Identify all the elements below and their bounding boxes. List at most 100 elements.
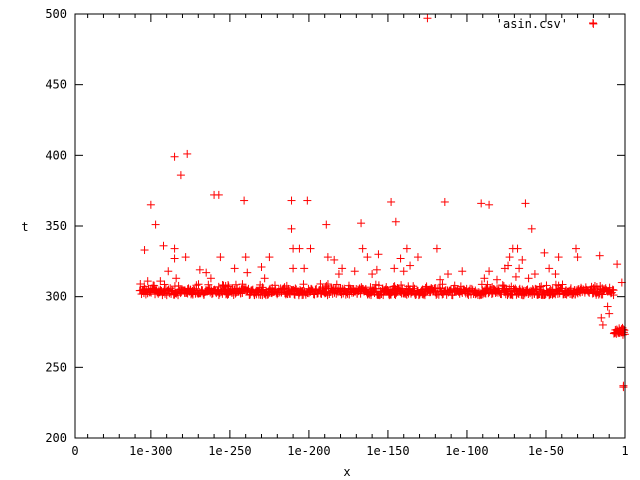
data-point [374, 281, 383, 290]
data-point [156, 277, 165, 286]
data-point [257, 262, 266, 271]
data-point [397, 281, 406, 290]
data-point [613, 260, 622, 269]
data-point [151, 220, 160, 229]
data-point [518, 255, 527, 264]
data-point [258, 283, 267, 292]
series-layer [135, 14, 629, 392]
data-point [287, 196, 296, 205]
data-point [450, 281, 459, 290]
data-point [372, 265, 381, 274]
data-point [515, 264, 524, 273]
data-point [511, 272, 520, 281]
data-point [322, 220, 331, 229]
data-point [140, 246, 149, 255]
data-point [363, 253, 372, 262]
data-point [391, 217, 400, 226]
data-point [505, 253, 514, 262]
data-point [170, 244, 179, 253]
data-point [537, 282, 546, 291]
data-point [357, 219, 366, 228]
data-point [492, 275, 501, 284]
x-tick-label: 1e-250 [208, 444, 251, 458]
data-point [396, 254, 405, 263]
data-point [181, 253, 190, 262]
data-point [573, 253, 582, 262]
labels-layer: 0 1e-300 1e-250 1e-200 1e-150 1e-100 1e-50 1 200… [45, 7, 628, 458]
data-point [323, 253, 332, 262]
data-point [545, 264, 554, 273]
data-point [334, 270, 343, 279]
data-point [432, 244, 441, 253]
data-point [413, 253, 422, 262]
data-point [356, 289, 365, 298]
data-point [194, 280, 203, 289]
data-point [551, 270, 560, 279]
data-point [192, 281, 201, 290]
data-point [206, 274, 215, 283]
data-point [513, 244, 522, 253]
data-point [303, 196, 312, 205]
y-tick-label: 450 [45, 78, 67, 92]
data-point [554, 253, 563, 262]
data-point [224, 281, 233, 290]
data-point [402, 244, 411, 253]
data-point [521, 199, 530, 208]
data-point [540, 248, 549, 257]
data-point [299, 280, 308, 289]
data-point [423, 14, 432, 23]
y-tick-label: 300 [45, 290, 67, 304]
data-point [605, 309, 614, 318]
y-axis-label: t [21, 220, 28, 234]
x-tick-label: 0 [71, 444, 78, 458]
data-point [260, 274, 269, 283]
data-point [350, 267, 359, 276]
data-point [597, 313, 606, 322]
data-point [265, 253, 274, 262]
data-point [170, 254, 179, 263]
data-point [566, 284, 575, 293]
data-point [240, 196, 249, 205]
data-point [214, 190, 223, 199]
data-point [300, 264, 309, 273]
data-point [608, 285, 617, 294]
x-tick-label: 1e-150 [366, 444, 409, 458]
data-point [230, 264, 239, 273]
data-point [368, 270, 377, 279]
data-point [527, 224, 536, 233]
data-point [406, 261, 415, 270]
data-point [289, 264, 298, 273]
data-point [438, 280, 447, 289]
data-point [598, 290, 607, 299]
data-point [504, 261, 513, 270]
data-point [572, 244, 581, 253]
data-point [295, 244, 304, 253]
x-tick-label: 1 [621, 444, 628, 458]
x-tick-label: 1e-200 [287, 444, 330, 458]
data-point [598, 320, 607, 329]
data-point [485, 200, 494, 209]
data-point [274, 289, 283, 298]
data-point [619, 383, 628, 392]
data-point [436, 275, 445, 284]
data-point [338, 264, 347, 273]
data-point [164, 285, 173, 294]
data-point [202, 268, 211, 277]
y-tick-label: 400 [45, 148, 67, 162]
legend: 'asin.csv' [496, 17, 597, 31]
data-point [389, 282, 398, 291]
data-point [146, 200, 155, 209]
data-point [330, 255, 339, 264]
x-tick-label: 1e-100 [445, 444, 488, 458]
data-point [231, 280, 240, 289]
data-point [183, 149, 192, 158]
data-point [159, 241, 168, 250]
data-point [170, 152, 179, 161]
data-point [609, 291, 618, 300]
y-tick-label: 250 [45, 360, 67, 374]
data-point [207, 290, 216, 299]
x-axis-label: x [343, 465, 350, 479]
data-point [557, 284, 566, 293]
